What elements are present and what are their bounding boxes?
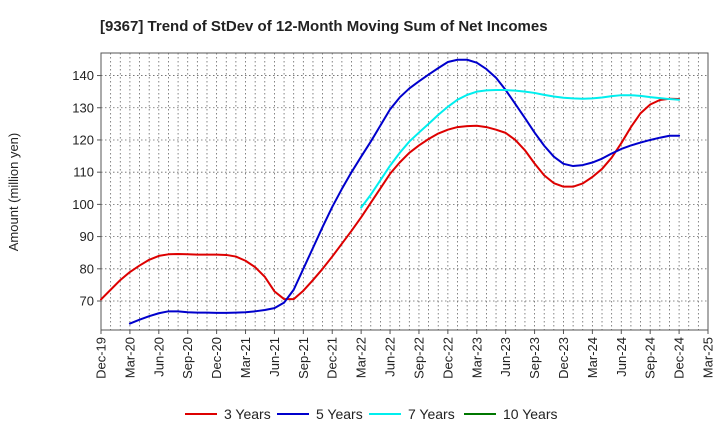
y-tick-label: 110 [73, 165, 94, 180]
legend-label: 5 Years [316, 406, 363, 422]
x-tick-label: Sep-23 [527, 337, 542, 379]
chart-title: [9367] Trend of StDev of 12-Month Moving… [100, 18, 548, 35]
series-lines [100, 58, 681, 325]
x-tick-label: Jun-20 [151, 337, 166, 377]
legend-label: 10 Years [503, 406, 558, 422]
x-tick-label: Mar-25 [701, 337, 716, 378]
series-line-3-years [100, 97, 681, 301]
x-tick-label: Sep-24 [643, 337, 658, 379]
x-tick-label: Jun-22 [383, 337, 398, 377]
x-tick-label: Dec-20 [209, 337, 224, 379]
x-tick-label: Mar-22 [354, 337, 369, 378]
legend-label: 3 Years [224, 406, 271, 422]
x-tick-label: Dec-22 [440, 337, 455, 379]
y-axis-ticks: 70 80 90 100 110 120 130 140 [72, 68, 101, 309]
x-tick-label: Dec-24 [672, 337, 687, 379]
x-tick-label: Mar-23 [469, 337, 484, 378]
x-tick-label: Dec-23 [556, 337, 571, 379]
x-tick-label: Dec-19 [94, 337, 109, 379]
y-tick-label: 100 [72, 197, 94, 212]
x-tick-label: Sep-20 [180, 337, 195, 379]
x-tick-label: Jun-21 [267, 337, 282, 377]
x-tick-label: Sep-21 [296, 337, 311, 379]
x-axis-ticks: Dec-19 Mar-20 Jun-20 Sep-20 Dec-20 Mar-21 Jun-… [94, 330, 716, 379]
series-line-5-years [128, 58, 681, 325]
y-tick-label: 130 [72, 100, 94, 115]
x-tick-label: Jun-23 [498, 337, 513, 377]
y-axis-label: Amount (million yen) [6, 133, 21, 252]
x-tick-label: Mar-20 [122, 337, 137, 378]
y-tick-label: 90 [80, 229, 94, 244]
x-tick-label: Sep-22 [411, 337, 426, 379]
plot-frame [100, 52, 709, 331]
legend-label: 7 Years [408, 406, 455, 422]
x-tick-label: Mar-21 [238, 337, 253, 378]
y-tick-label: 80 [80, 261, 94, 276]
grid [101, 53, 708, 330]
x-tick-label: Jun-24 [614, 337, 629, 377]
legend: 3 Years 5 Years 7 Years 10 Years [185, 406, 558, 422]
y-tick-label: 140 [72, 68, 94, 83]
y-tick-label: 120 [72, 132, 94, 147]
x-tick-label: Dec-21 [325, 337, 340, 379]
x-tick-label: Mar-24 [585, 337, 600, 378]
y-tick-label: 70 [80, 294, 94, 309]
series-line-7-years [360, 89, 681, 209]
